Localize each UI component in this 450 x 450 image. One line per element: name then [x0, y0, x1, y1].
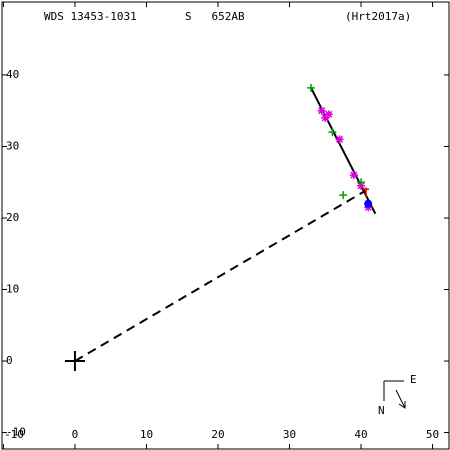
point [335, 135, 344, 144]
point [321, 113, 330, 122]
x-tick-label: -10 [4, 428, 24, 441]
compass-arrow [395, 389, 406, 409]
x-tick-label: 20 [211, 428, 224, 441]
reference: (Hrt2017a) [345, 10, 411, 23]
x-tick-label: 30 [283, 428, 296, 441]
point [328, 128, 337, 137]
point [349, 171, 358, 180]
y-tick-label: 20 [6, 211, 19, 224]
y-tick-label: 30 [6, 139, 19, 152]
node-line [74, 189, 366, 362]
y-tick-label: 10 [6, 283, 19, 296]
y-tick-label: 40 [6, 68, 19, 81]
point [317, 106, 326, 115]
point [363, 187, 370, 198]
compass-arrowhead [398, 401, 406, 409]
x-tick-label: 40 [354, 428, 367, 441]
chart-title: WDS 13453-1031 [44, 10, 137, 23]
point [364, 199, 373, 208]
x-tick-label: 50 [426, 428, 439, 441]
point [306, 83, 315, 92]
chart-subtitle: S 652AB [185, 10, 245, 23]
primary-star [64, 351, 85, 372]
y-tick-label: 0 [6, 354, 13, 367]
compass: E N [378, 373, 417, 417]
compass-east: E [410, 373, 417, 386]
compass-north: N [378, 404, 385, 417]
x-tick-label: 0 [72, 428, 79, 441]
y-tick-label: -10 [6, 426, 26, 439]
point [357, 178, 366, 187]
x-tick-label: 10 [140, 428, 153, 441]
point [324, 110, 333, 119]
point [339, 191, 348, 200]
